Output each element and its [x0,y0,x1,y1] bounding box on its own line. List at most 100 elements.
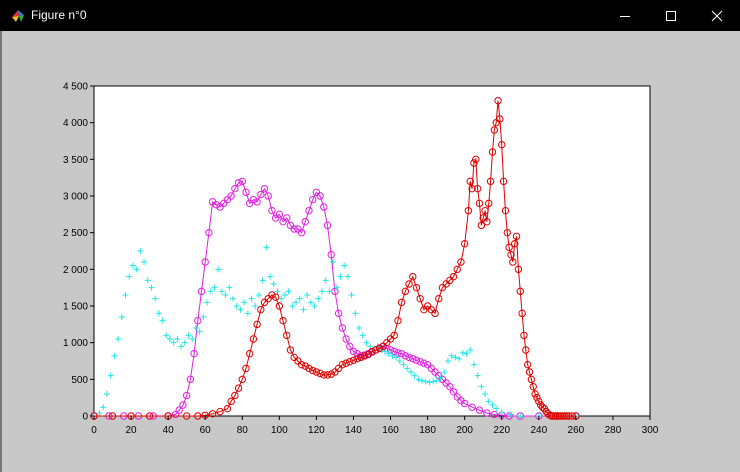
data-point-plus [226,284,233,291]
data-point-plus [426,379,433,386]
data-point-circle [323,221,332,230]
data-point-circle [496,115,504,123]
data-point-plus [396,358,403,364]
data-point-circle [529,382,537,391]
data-point-circle [405,280,413,288]
data-point-plus [341,262,348,269]
data-point-circle [323,371,332,379]
data-point-plus [415,376,422,383]
data-point-plus [207,288,214,295]
data-point-plus [196,328,203,335]
data-point-circle [457,258,465,266]
data-point-circle [486,177,495,186]
data-point-circle [279,217,287,226]
data-point-plus [330,259,337,265]
data-point-plus [137,248,144,254]
data-point-circle [401,287,410,296]
data-point-plus [259,277,266,284]
data-point-plus [508,411,514,418]
data-point-circle [531,390,539,398]
data-point-circle [275,302,284,310]
data-point-plus [470,361,477,368]
data-point-circle [505,243,513,252]
data-point-plus [463,350,470,357]
data-point-circle [197,287,206,296]
data-point-circle [481,206,489,215]
data-point-circle [338,324,347,332]
data-point-circle [446,276,454,285]
data-point-circle [527,375,536,384]
data-point-circle [503,228,511,237]
data-point-circle [346,342,354,351]
x-tick-label: 240 [530,425,547,436]
data-point-plus [482,391,489,397]
data-point-plus [485,398,492,405]
minimize-icon [620,15,630,17]
data-point-circle [397,298,406,307]
data-point-circle [286,346,295,354]
series-line-2 [94,100,576,417]
data-point-circle [249,195,258,204]
data-point-circle [194,412,202,420]
data-point-circle [316,192,324,200]
data-point-plus [356,325,363,331]
x-tick-label: 40 [163,425,175,436]
data-point-circle [327,250,335,259]
maximize-button[interactable] [648,0,694,31]
minimize-button[interactable] [602,0,648,31]
y-tick-label: 2 000 [63,265,88,276]
data-point-plus [318,288,325,295]
y-tick-label: 4 500 [63,82,88,93]
plot-area[interactable] [93,85,651,417]
data-point-circle [205,228,213,237]
data-point-circle [483,217,491,226]
data-point-circle [477,221,486,230]
data-point-circle [390,331,398,340]
data-point-circle [308,366,317,375]
data-point-plus [230,295,236,302]
data-point-plus [337,273,344,280]
data-point-circle [194,316,202,325]
data-point-circle [485,199,493,208]
x-tick-label: 80 [237,425,249,436]
data-point-circle [175,406,183,414]
scilab-app-icon [12,10,24,22]
data-point-circle [353,349,361,358]
data-point-circle [271,214,280,222]
data-point-circle [536,401,545,409]
data-point-plus [352,310,359,317]
data-point-circle [186,375,195,384]
data-point-plus [448,352,455,359]
data-point-plus [163,332,170,339]
data-point-plus [218,288,225,295]
data-point-circle [242,188,250,197]
close-button[interactable] [694,0,740,31]
title-bar[interactable]: Figure n°0 [0,0,740,31]
data-point-circle [182,391,191,400]
data-point-circle [409,355,417,363]
plot-svg[interactable]: 0 20 40 60 80 100 120 140 160 180 200 220 240 260 280 3… [0,31,740,472]
figure-canvas-area[interactable]: 0 20 40 60 80 100 120 140 160 180 200 220 240 260 280 3… [0,31,740,472]
data-point-plus [204,299,211,306]
data-point-circle [514,265,523,274]
data-point-plus [289,303,296,309]
data-point-plus [456,355,463,362]
data-point-circle [431,368,439,376]
data-point-circle [488,148,497,156]
data-point-circle [301,217,309,226]
x-tick-label: 200 [456,425,473,436]
data-point-circle [518,309,526,318]
data-point-circle [420,305,428,314]
data-point-plus [244,310,251,317]
data-point-plus [296,295,303,302]
data-point-circle [490,410,499,419]
data-point-plus [474,372,481,379]
x-tick-label: 300 [642,425,659,436]
data-point-circle [431,309,439,318]
data-point-circle [386,335,395,343]
x-tick-label: 20 [126,425,138,436]
data-point-plus [400,361,407,368]
data-point-circle [290,225,298,233]
data-point-circle [423,360,432,369]
data-point-plus [389,352,396,359]
